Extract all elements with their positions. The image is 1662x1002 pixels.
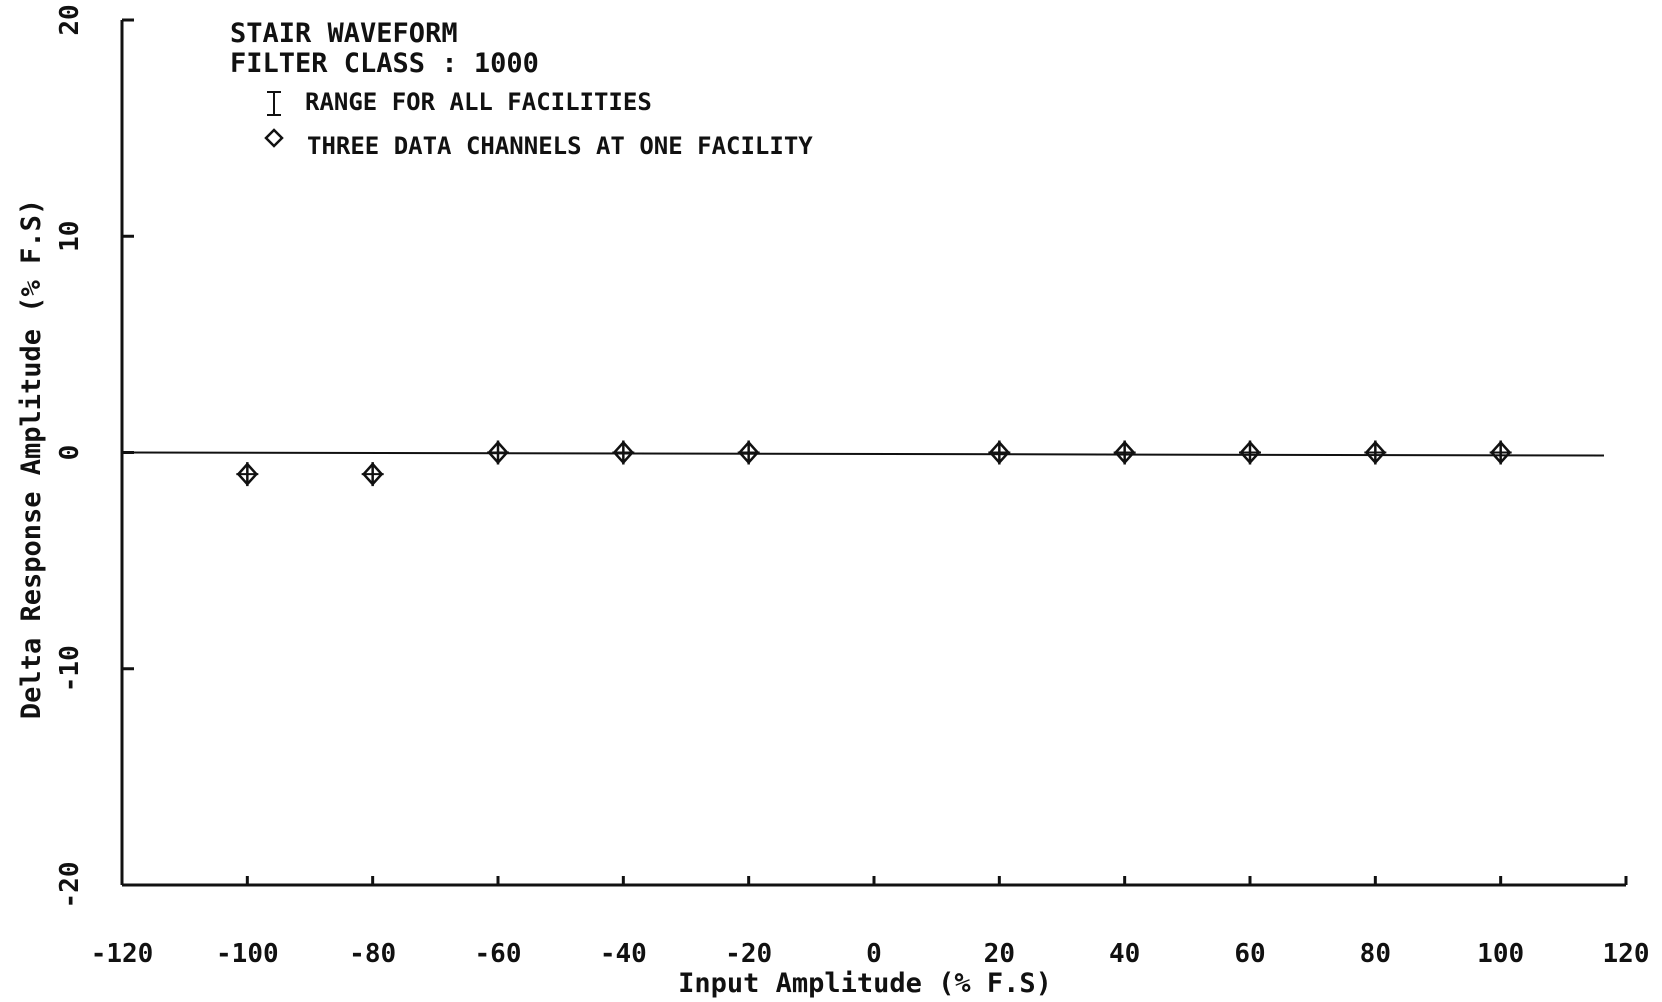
legend-range-bar-icon <box>267 91 281 116</box>
legend-label-diamond: THREE DATA CHANNELS AT ONE FACILITY <box>307 132 813 160</box>
axis-ticks: -120 -100 -80 -60 -40 -20 0 20 40 60 80 100 120-20-1… <box>55 4 1649 969</box>
data-point-diamond <box>988 440 1011 465</box>
x-tick-label: 60 <box>1234 939 1265 969</box>
x-tick-label: -80 <box>349 939 396 969</box>
x-tick-label: 20 <box>984 939 1015 969</box>
y-tick-label: 0 <box>55 445 85 461</box>
x-tick-label: -60 <box>475 939 522 969</box>
x-tick-label: -120 <box>91 939 154 969</box>
x-tick-label: 40 <box>1109 939 1140 969</box>
x-axis-title: Input Amplitude (% F.S) <box>678 968 1052 999</box>
x-tick-label: -100 <box>216 939 279 969</box>
data-points <box>236 440 1512 487</box>
data-point-diamond <box>1239 440 1261 465</box>
y-tick-label: 10 <box>55 221 85 252</box>
legend: RANGE FOR ALL FACILITIES THREE DATA CHAN… <box>264 88 813 160</box>
y-tick-label: 20 <box>55 4 85 35</box>
data-point-diamond <box>487 440 509 465</box>
x-tick-label: 100 <box>1477 939 1524 969</box>
data-point-diamond <box>1113 440 1136 465</box>
data-point-diamond <box>1489 440 1512 465</box>
data-point-diamond <box>236 462 259 487</box>
data-point-diamond <box>1364 440 1387 465</box>
chart-title-line-2: FILTER CLASS : 1000 <box>230 48 539 79</box>
zero-line <box>121 451 1605 457</box>
legend-diamond-icon <box>264 128 284 148</box>
x-tick-label: 80 <box>1360 939 1391 969</box>
zero-reference-line <box>121 451 1605 457</box>
chart-title-line-1: STAIR WAVEFORM <box>230 18 458 49</box>
x-tick-label: -40 <box>600 939 647 969</box>
x-tick-label: 0 <box>866 939 882 969</box>
data-point-diamond <box>612 440 635 465</box>
y-tick-label: -20 <box>55 862 85 909</box>
data-point-diamond <box>737 440 760 465</box>
legend-label-range: RANGE FOR ALL FACILITIES <box>305 88 652 116</box>
y-tick-label: -10 <box>55 645 85 692</box>
y-axis-title: Delta Response Amplitude (% F.S) <box>16 199 47 719</box>
x-tick-label: -20 <box>725 939 772 969</box>
data-point-diamond <box>361 462 384 487</box>
x-tick-label: 120 <box>1603 939 1650 969</box>
chart-title: STAIR WAVEFORM FILTER CLASS : 1000 <box>230 18 539 79</box>
